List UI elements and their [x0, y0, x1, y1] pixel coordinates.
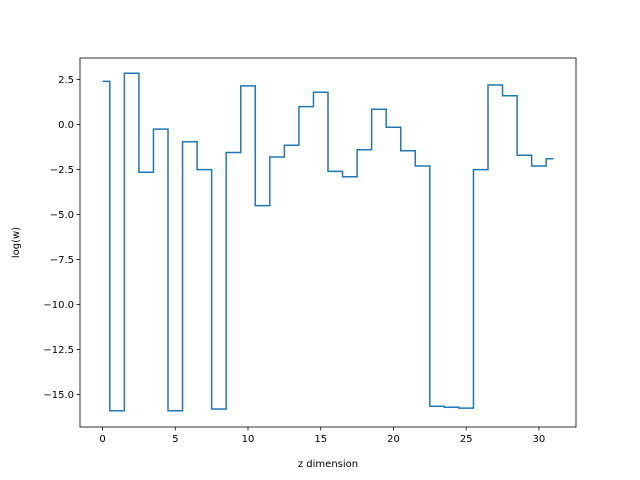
y-tick-label: −15.0: [43, 390, 74, 401]
y-axis: 2.5 0.0 −2.5 −5.0 −7.5 −10.0 −12.5 −15.0: [43, 75, 80, 401]
y-tick-label: −10.0: [43, 300, 74, 311]
x-tick-label: 30: [533, 434, 546, 445]
x-tick-label: 10: [242, 434, 255, 445]
y-tick-label: 2.5: [58, 75, 74, 86]
x-axis: 0 5 10 15 20 25 30: [99, 427, 545, 445]
y-axis-label: log(w): [11, 227, 22, 258]
plot-content: [102, 72, 554, 412]
y-tick-label: −2.5: [50, 165, 74, 176]
x-tick-label: 15: [314, 434, 327, 445]
x-tick-label: 25: [460, 434, 473, 445]
x-axis-label: z dimension: [298, 459, 358, 470]
y-tick-label: −5.0: [50, 210, 74, 221]
y-tick-label: −12.5: [43, 345, 74, 356]
x-tick-label: 5: [172, 434, 178, 445]
x-tick-label: 0: [99, 434, 105, 445]
x-tick-label: 20: [387, 434, 400, 445]
plot-frame: [79, 57, 577, 428]
y-tick-label: −7.5: [50, 255, 74, 266]
y-tick-label: 0.0: [58, 120, 74, 131]
series-line: [102, 72, 554, 412]
